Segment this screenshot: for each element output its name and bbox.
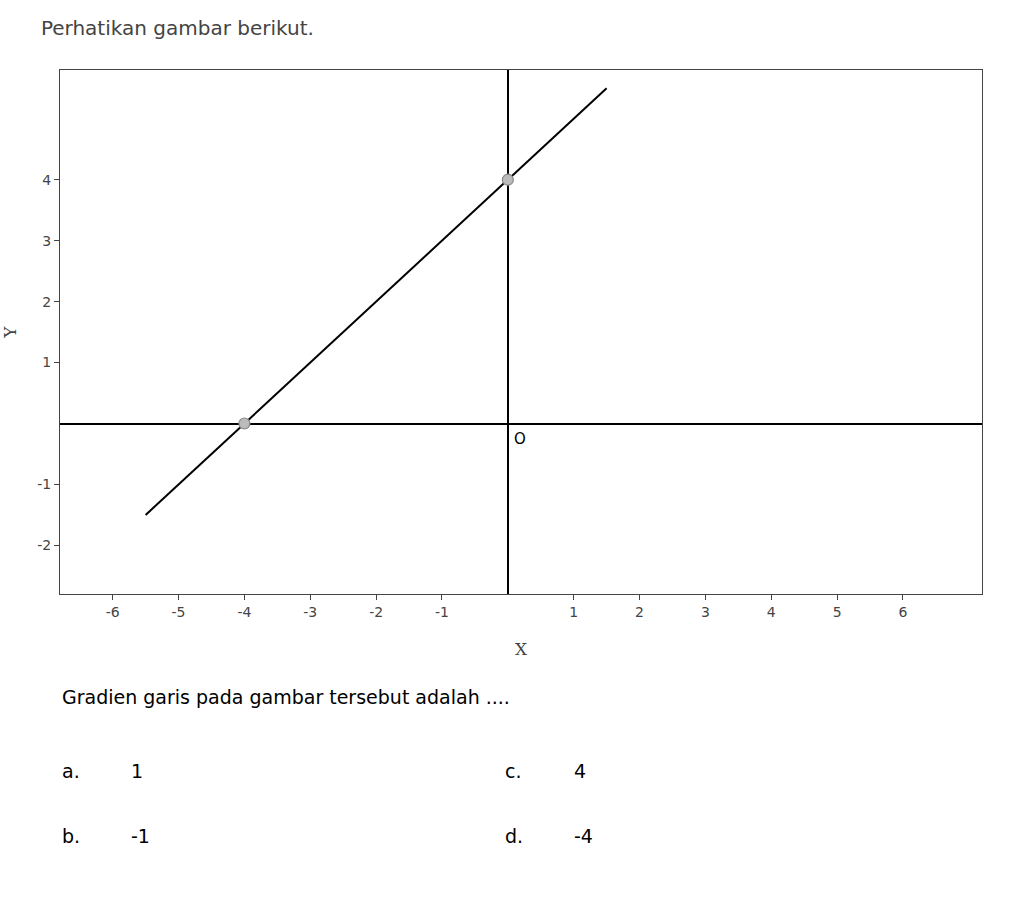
svg-text:6: 6 xyxy=(899,604,908,620)
svg-text:Gradien garis pada gambar ters: Gradien garis pada gambar tersebut adala… xyxy=(62,686,510,708)
svg-text:4: 4 xyxy=(574,760,586,782)
svg-text:5: 5 xyxy=(833,604,842,620)
svg-text:1: 1 xyxy=(42,354,51,370)
svg-text:Y: Y xyxy=(0,326,20,339)
svg-text:-1: -1 xyxy=(131,825,150,847)
svg-text:-6: -6 xyxy=(106,604,120,620)
svg-text:2: 2 xyxy=(635,604,644,620)
svg-text:X: X xyxy=(515,639,528,659)
svg-text:-5: -5 xyxy=(172,604,186,620)
svg-text:-4: -4 xyxy=(237,604,251,620)
svg-text:2: 2 xyxy=(42,294,51,310)
svg-text:Perhatikan gambar berikut.: Perhatikan gambar berikut. xyxy=(41,16,314,40)
svg-text:-1: -1 xyxy=(37,476,51,492)
svg-text:3: 3 xyxy=(701,604,710,620)
svg-text:1: 1 xyxy=(131,760,143,782)
svg-text:3: 3 xyxy=(42,233,51,249)
svg-text:4: 4 xyxy=(767,604,776,620)
svg-text:a.: a. xyxy=(62,760,80,782)
svg-text:c.: c. xyxy=(505,760,522,782)
svg-text:4: 4 xyxy=(42,172,51,188)
svg-text:1: 1 xyxy=(569,604,578,620)
svg-text:-3: -3 xyxy=(303,604,317,620)
svg-text:d.: d. xyxy=(505,825,523,847)
svg-text:-1: -1 xyxy=(435,604,449,620)
svg-text:-4: -4 xyxy=(574,825,593,847)
svg-text:b.: b. xyxy=(62,825,80,847)
svg-text:O: O xyxy=(514,430,526,448)
svg-text:-2: -2 xyxy=(37,537,51,553)
svg-text:-2: -2 xyxy=(369,604,383,620)
